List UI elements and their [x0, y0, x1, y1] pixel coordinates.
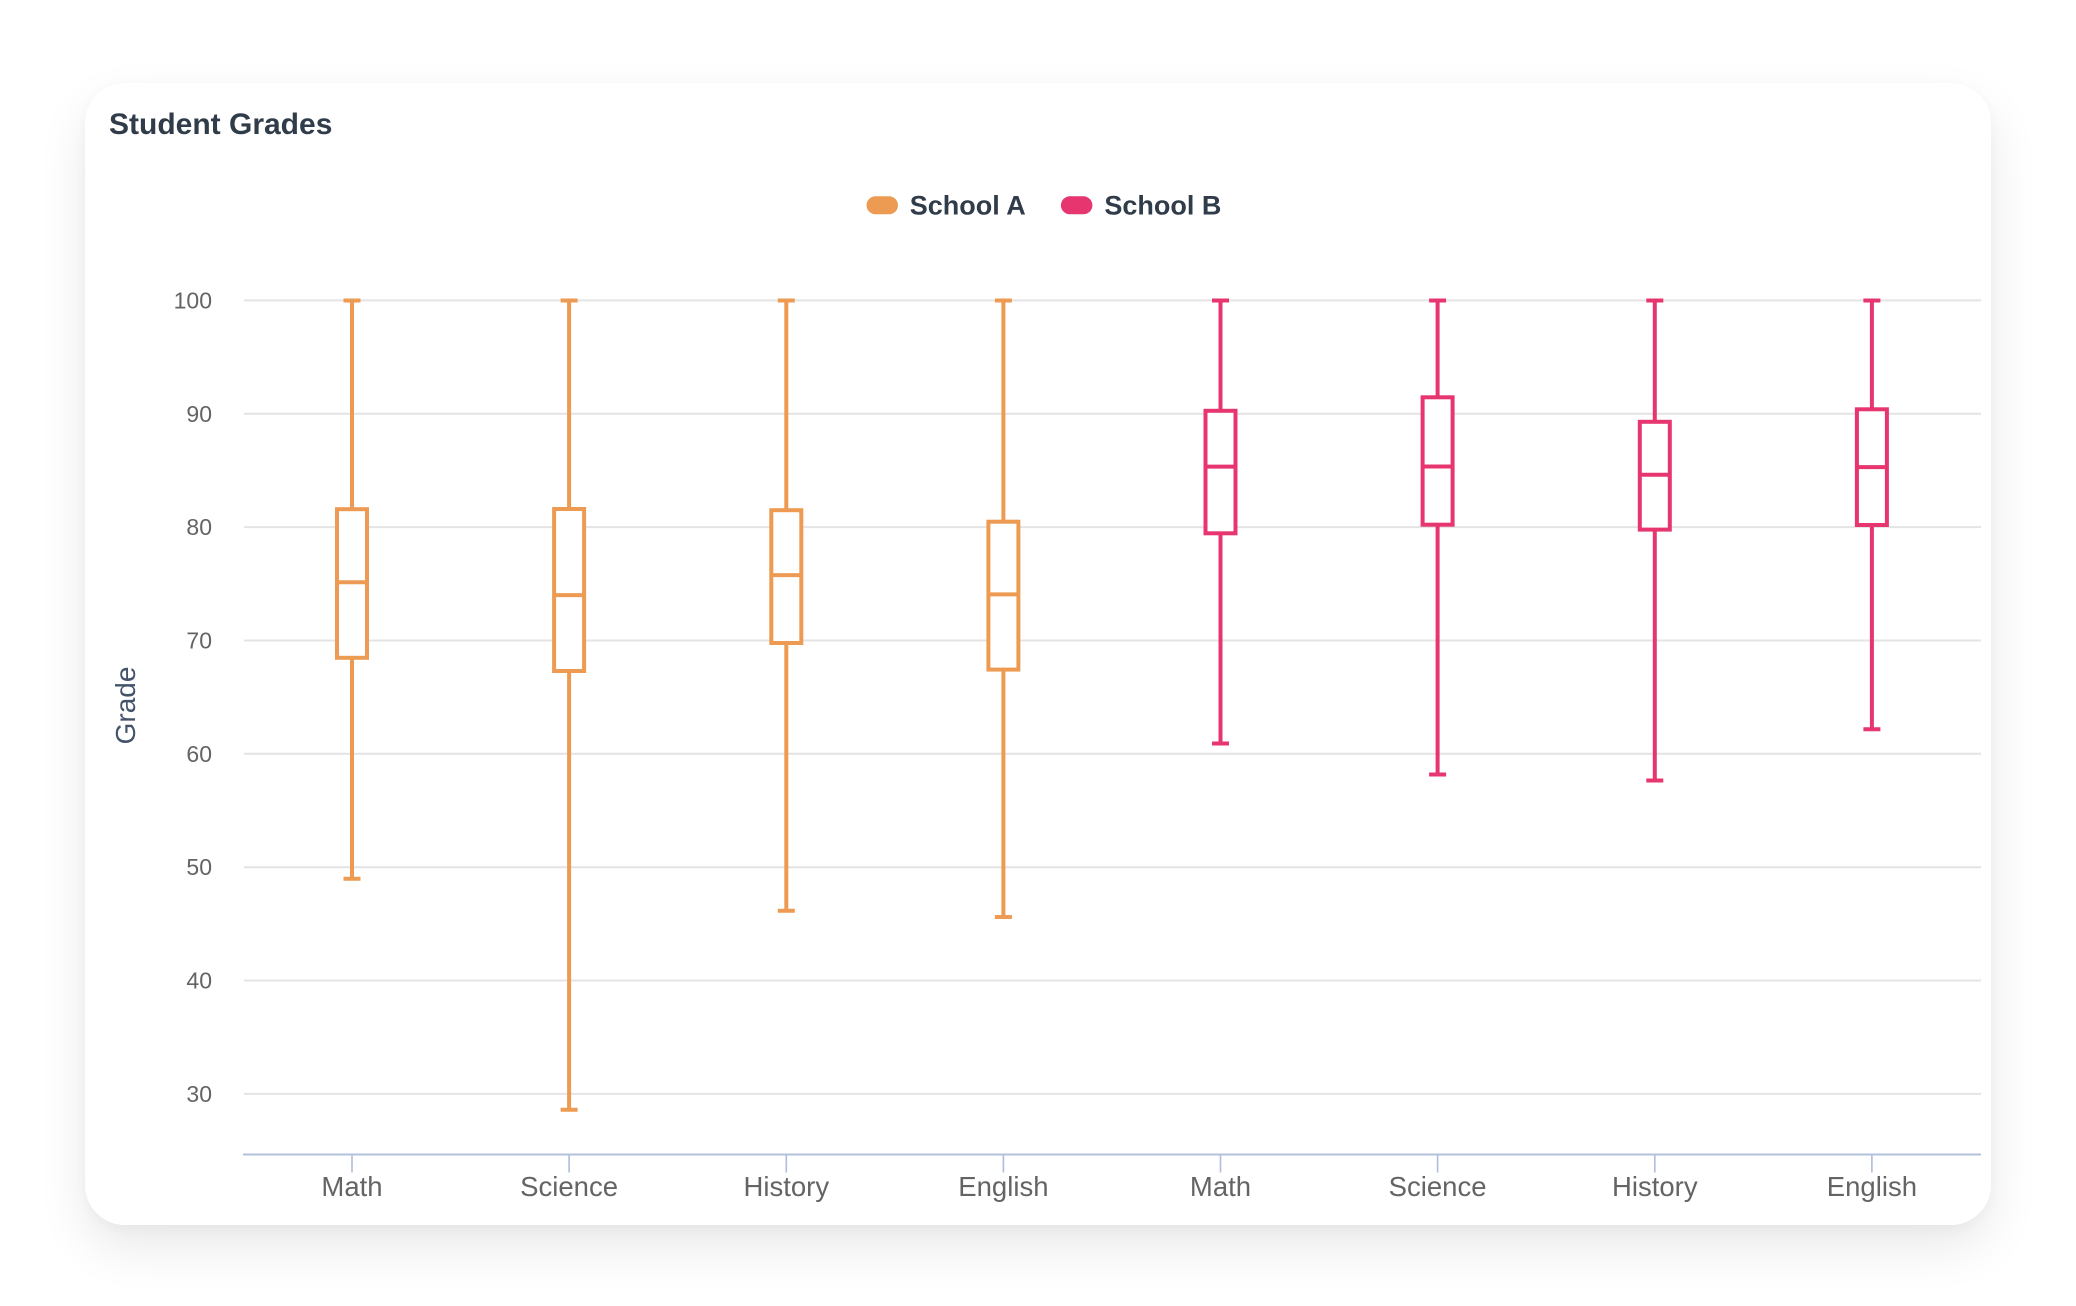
svg-text:Math: Math [321, 1171, 382, 1202]
svg-text:Math: Math [1190, 1171, 1251, 1202]
svg-text:40: 40 [186, 968, 212, 994]
svg-text:Grade: Grade [110, 667, 141, 745]
svg-text:30: 30 [186, 1081, 212, 1107]
svg-text:100: 100 [174, 287, 212, 313]
svg-text:60: 60 [186, 741, 212, 767]
svg-text:90: 90 [186, 401, 212, 427]
svg-text:School A: School A [910, 191, 1026, 221]
svg-text:History: History [1612, 1171, 1698, 1202]
svg-text:English: English [958, 1171, 1048, 1202]
svg-text:Science: Science [1389, 1171, 1487, 1202]
svg-text:English: English [1827, 1171, 1917, 1202]
svg-text:School B: School B [1104, 191, 1221, 221]
svg-text:50: 50 [186, 854, 212, 880]
svg-text:80: 80 [186, 514, 212, 540]
svg-text:History: History [744, 1171, 830, 1202]
svg-text:Student Grades: Student Grades [109, 108, 332, 141]
svg-text:70: 70 [186, 628, 212, 654]
svg-text:Science: Science [520, 1171, 618, 1202]
